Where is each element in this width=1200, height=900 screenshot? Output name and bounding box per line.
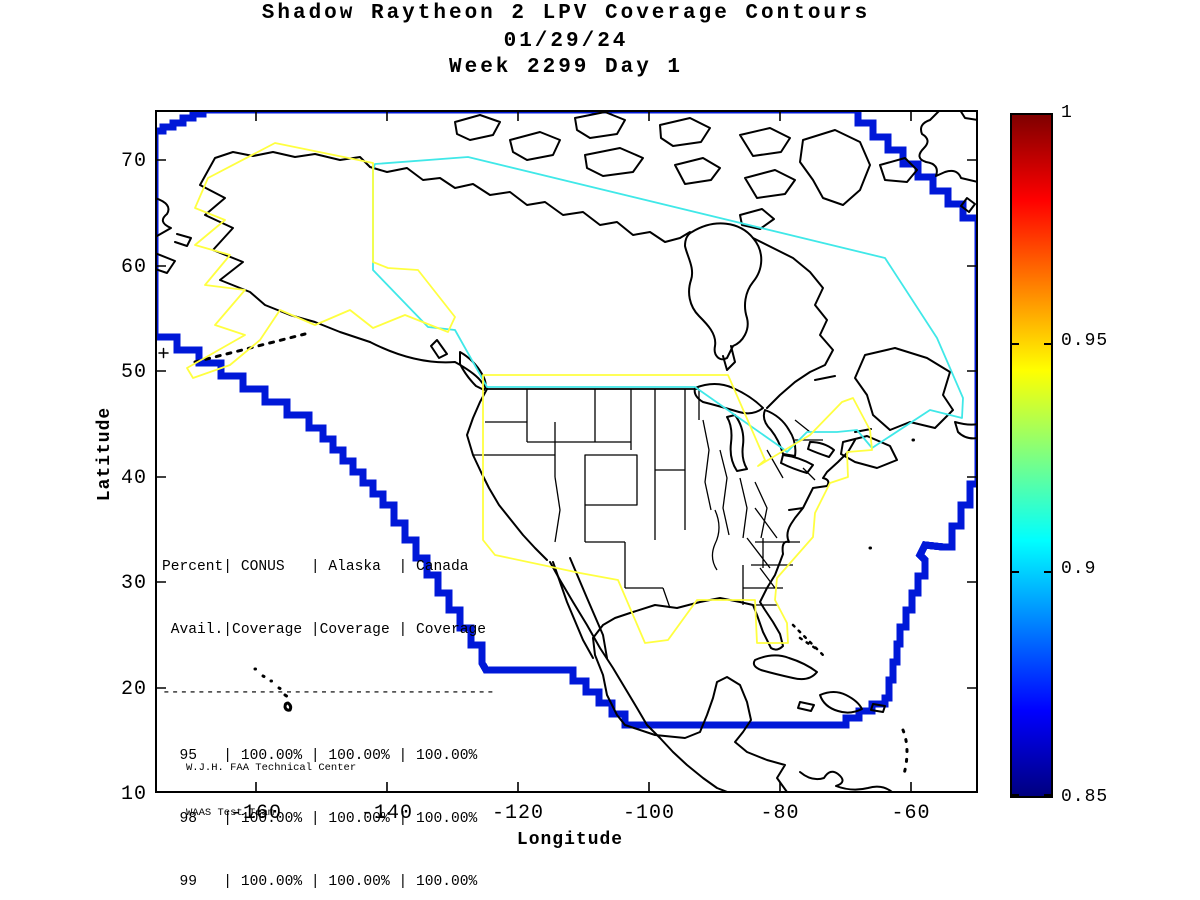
hudson-bay [684,222,763,371]
colorbar [1010,113,1053,798]
baja-california [552,557,608,659]
cuba [752,654,818,681]
colorbar-tick [1044,343,1051,345]
coastline-us-east [592,439,856,651]
great-lakes [693,383,835,474]
x-tick-label-m60: -60 [891,802,931,825]
table-row: 98 | 100.00% | 100.00% | 100.00% [162,811,478,827]
colorbar-label-1: 1 [1061,103,1073,123]
hawaii-islands [253,667,293,712]
y-tick-label-60: 60 [120,256,147,279]
credit-annotation: W.J.H. FAA Technical Center WAAS Test Te… [186,731,356,851]
plot-area [151,106,982,809]
alaska-service-volume-outline [186,142,456,379]
colorbar-label-095: 0.95 [1061,331,1109,351]
coastline-us-west [466,388,548,561]
y-tick-label-30: 30 [120,572,147,595]
y-tick-label-70: 70 [120,150,147,173]
x-tick-label-m140: -140 [360,802,414,825]
colorbar-tick [1044,794,1051,796]
colorbar-tick [1012,571,1019,573]
x-axis-label: Longitude [516,830,624,850]
page-title: Shadow Raytheon 2 LPV Coverage Contours [261,2,871,25]
bahamas [791,623,825,657]
coverage-map-svg [151,106,982,809]
colorbar-label-085: 0.85 [1061,787,1109,807]
plot-border [155,110,978,793]
title-week-day: Week 2299 Day 1 [448,56,684,79]
lesser-antilles [901,728,909,780]
baffin-island [739,129,871,230]
coverage-table: Percent| CONUS | Alaska | Canada Avail.|… [162,515,495,900]
colorbar-tick [1012,343,1019,345]
x-tick-label-m100: -100 [622,802,676,825]
table-header-row: Percent| CONUS | Alaska | Canada [162,559,469,575]
canada-service-volume-outline [372,156,964,453]
coastline-siberia [154,197,192,274]
y-tick-label-40: 40 [120,467,147,490]
coastline-mexico-pacific [549,561,731,794]
hispaniola-antilles [797,691,886,714]
y-tick-label-20: 20 [120,678,147,701]
marker-cross [158,347,169,359]
table-divider: -------------------------------------- [162,685,495,701]
newfoundland [854,347,954,431]
table-header-row: Avail.|Coverage |Coverage | Coverage [162,622,487,638]
coastline-arctic-mainland [369,166,691,243]
x-tick-label-m120: -120 [491,802,545,825]
table-row: 95 | 100.00% | 100.00% | 100.00% [162,748,478,764]
table-row: 99 | 100.00% | 100.00% | 100.00% [162,874,478,890]
colorbar-label-09: 0.9 [1061,559,1097,579]
greenland [918,109,979,213]
coastline-gulf-mexico [592,637,788,793]
x-tick-label-m160: -160 [229,802,283,825]
coastlines [154,109,979,809]
state-borders [473,389,823,609]
coastline-bc-panhandle [369,339,488,391]
axes-box-and-ticks [155,110,978,793]
credit-line: W.J.H. FAA Technical Center [186,762,357,774]
service-volume-outlines [186,142,873,644]
x-tick-label-m80: -80 [760,802,800,825]
south-america-coast [799,770,974,809]
coastline-alaska [199,151,371,343]
y-tick-label-10: 10 [120,783,147,806]
colorbar-tick [1044,571,1051,573]
y-tick-label-50: 50 [120,361,147,384]
small-island-dots [868,438,915,550]
coastline-labrador [752,237,836,409]
credit-line: WAAS Test Team [186,807,275,819]
colorbar-tick [1012,794,1019,796]
title-date: 01/29/24 [503,30,629,53]
conus-service-volume-outline [482,374,873,644]
arctic-islands [454,111,918,199]
